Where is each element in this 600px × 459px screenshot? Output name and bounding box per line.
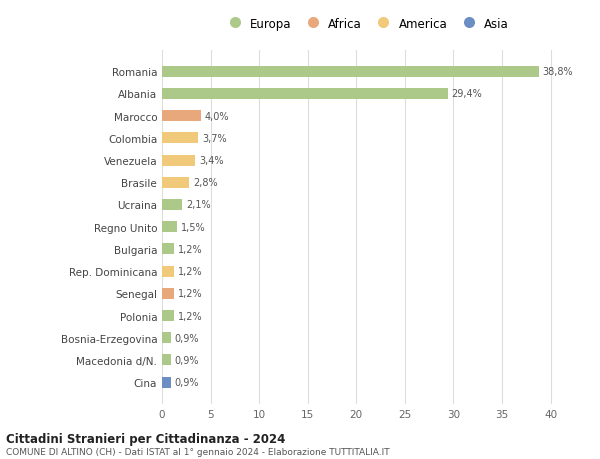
Text: 0,9%: 0,9% — [175, 333, 199, 343]
Bar — [162, 355, 171, 366]
Text: 1,2%: 1,2% — [178, 289, 202, 299]
Text: 1,5%: 1,5% — [181, 222, 205, 232]
Text: COMUNE DI ALTINO (CH) - Dati ISTAT al 1° gennaio 2024 - Elaborazione TUTTITALIA.: COMUNE DI ALTINO (CH) - Dati ISTAT al 1°… — [6, 448, 389, 457]
Text: 1,2%: 1,2% — [178, 244, 202, 254]
Bar — [162, 222, 176, 233]
Text: Cittadini Stranieri per Cittadinanza - 2024: Cittadini Stranieri per Cittadinanza - 2… — [6, 432, 286, 445]
Bar — [162, 155, 195, 166]
Text: 3,7%: 3,7% — [202, 134, 226, 144]
Text: 1,2%: 1,2% — [178, 311, 202, 321]
Text: 0,9%: 0,9% — [175, 355, 199, 365]
Bar — [162, 266, 173, 277]
Text: 3,4%: 3,4% — [199, 156, 223, 166]
Bar — [162, 244, 173, 255]
Bar — [162, 177, 189, 189]
Bar — [162, 200, 182, 211]
Text: 2,8%: 2,8% — [193, 178, 218, 188]
Legend: Europa, Africa, America, Asia: Europa, Africa, America, Asia — [223, 17, 509, 30]
Bar — [162, 111, 201, 122]
Text: 4,0%: 4,0% — [205, 112, 229, 121]
Bar — [162, 133, 198, 144]
Bar — [162, 288, 173, 299]
Bar — [162, 332, 171, 343]
Text: 2,1%: 2,1% — [186, 200, 211, 210]
Bar — [162, 310, 173, 321]
Text: 38,8%: 38,8% — [543, 67, 574, 77]
Bar — [162, 89, 448, 100]
Bar — [162, 377, 171, 388]
Text: 1,2%: 1,2% — [178, 267, 202, 276]
Text: 0,9%: 0,9% — [175, 377, 199, 387]
Bar — [162, 67, 539, 78]
Text: 29,4%: 29,4% — [451, 89, 482, 99]
